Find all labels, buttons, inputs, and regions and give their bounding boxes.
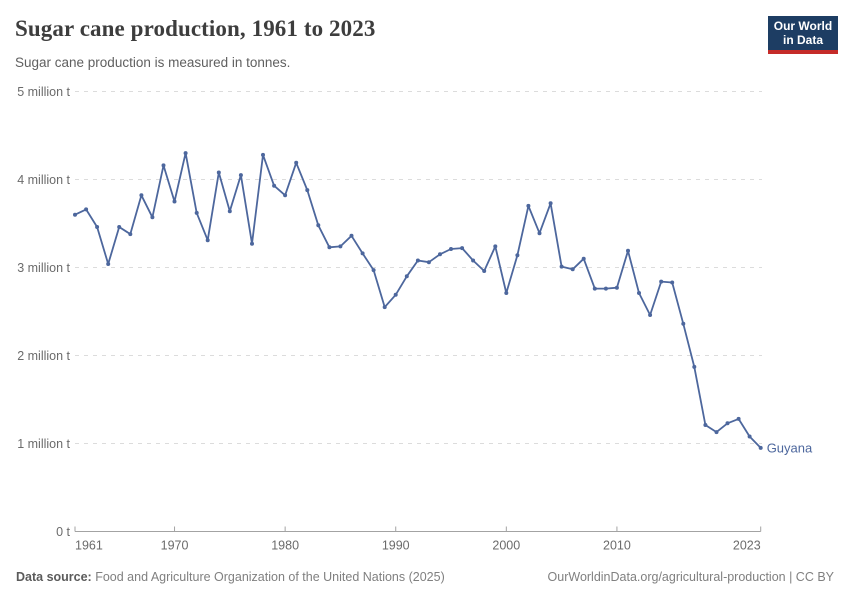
series-line[interactable]: [74, 152, 762, 449]
data-point[interactable]: [626, 248, 630, 253]
entity-label[interactable]: Guyana: [767, 440, 813, 455]
x-tick-label: 1961: [75, 539, 103, 553]
data-point[interactable]: [371, 268, 376, 273]
y-tick-label: 5 million t: [17, 85, 70, 99]
x-tick-label: 1980: [271, 539, 299, 553]
data-source: Data source: Food and Agriculture Organi…: [16, 570, 445, 584]
y-tick-label: 2 million t: [17, 349, 70, 363]
data-point[interactable]: [460, 246, 465, 251]
data-point[interactable]: [172, 199, 177, 204]
data-point[interactable]: [294, 160, 299, 165]
y-axis: 0 t 1 million t 2 million t 3 million t 4 mi…: [17, 85, 762, 539]
data-point[interactable]: [205, 238, 210, 243]
owid-logo-line1: Our World: [773, 19, 833, 33]
data-point[interactable]: [482, 269, 487, 273]
data-point[interactable]: [161, 163, 166, 168]
data-point[interactable]: [438, 252, 442, 257]
data-point[interactable]: [404, 274, 409, 279]
data-point[interactable]: [493, 244, 498, 249]
data-point[interactable]: [659, 279, 664, 284]
data-point[interactable]: [95, 225, 100, 229]
y-tick-label: 0 t: [56, 525, 70, 539]
data-point[interactable]: [272, 183, 277, 188]
data-point[interactable]: [73, 212, 77, 217]
data-point[interactable]: [548, 201, 553, 206]
x-tick-label: 1990: [382, 539, 410, 553]
owid-logo[interactable]: Our World in Data: [768, 16, 838, 54]
data-point[interactable]: [183, 151, 188, 156]
page-title: Sugar cane production, 1961 to 2023: [15, 16, 376, 41]
chart-subtitle: Sugar cane production is measured in ton…: [15, 55, 291, 70]
data-point[interactable]: [758, 445, 763, 450]
data-point[interactable]: [515, 253, 520, 258]
data-point[interactable]: [305, 188, 310, 193]
data-point[interactable]: [150, 215, 155, 220]
data-point[interactable]: [681, 321, 686, 326]
data-point[interactable]: [703, 423, 708, 427]
data-point[interactable]: [526, 203, 531, 208]
data-point[interactable]: [316, 223, 321, 228]
data-point[interactable]: [106, 262, 111, 266]
data-point[interactable]: [581, 256, 586, 261]
data-point[interactable]: [338, 244, 343, 249]
data-point[interactable]: [637, 291, 641, 295]
series-guyana[interactable]: Guyana: [73, 151, 813, 455]
data-point[interactable]: [128, 232, 133, 237]
data-point[interactable]: [238, 173, 243, 178]
data-point[interactable]: [559, 264, 564, 269]
y-tick-label: 1 million t: [17, 437, 70, 451]
data-point[interactable]: [426, 260, 431, 265]
data-point[interactable]: [117, 225, 122, 229]
data-point[interactable]: [471, 258, 476, 263]
data-point[interactable]: [360, 251, 365, 256]
data-point[interactable]: [603, 286, 608, 291]
data-point[interactable]: [382, 305, 387, 310]
data-point[interactable]: [261, 152, 265, 157]
data-source-label: Data source:: [16, 570, 92, 584]
data-point[interactable]: [725, 421, 730, 426]
data-point[interactable]: [670, 280, 675, 285]
x-tick-label: 2010: [603, 539, 631, 553]
data-point[interactable]: [736, 416, 741, 421]
x-tick-label: 2000: [492, 539, 520, 553]
data-point[interactable]: [592, 286, 597, 291]
data-point[interactable]: [537, 231, 542, 236]
data-point[interactable]: [393, 292, 398, 297]
x-tick-label: 1970: [161, 539, 189, 553]
data-point[interactable]: [449, 247, 453, 251]
data-point[interactable]: [216, 170, 221, 175]
data-point[interactable]: [227, 209, 232, 214]
y-tick-label: 3 million t: [17, 261, 70, 275]
data-point[interactable]: [139, 193, 144, 198]
footer-link[interactable]: OurWorldinData.org/agricultural-producti…: [547, 570, 834, 584]
data-point[interactable]: [692, 364, 697, 369]
data-point[interactable]: [614, 285, 619, 290]
data-source-value: Food and Agriculture Organization of the…: [95, 570, 445, 584]
x-axis: 1961 1970 1980 1990 2000 2010 2023: [74, 526, 762, 553]
data-point[interactable]: [648, 313, 653, 317]
data-point[interactable]: [570, 267, 575, 272]
data-point[interactable]: [415, 258, 420, 263]
owid-logo-line2: in Data: [782, 33, 823, 47]
data-point[interactable]: [194, 210, 199, 215]
data-point[interactable]: [84, 207, 89, 212]
data-point[interactable]: [327, 245, 332, 250]
data-point[interactable]: [504, 291, 509, 295]
y-tick-label: 4 million t: [17, 173, 70, 187]
x-tick-label: 2023: [733, 539, 761, 553]
data-point[interactable]: [714, 430, 719, 435]
data-point[interactable]: [250, 241, 254, 246]
data-point[interactable]: [283, 193, 288, 198]
data-point[interactable]: [349, 233, 354, 238]
data-point[interactable]: [747, 434, 752, 439]
